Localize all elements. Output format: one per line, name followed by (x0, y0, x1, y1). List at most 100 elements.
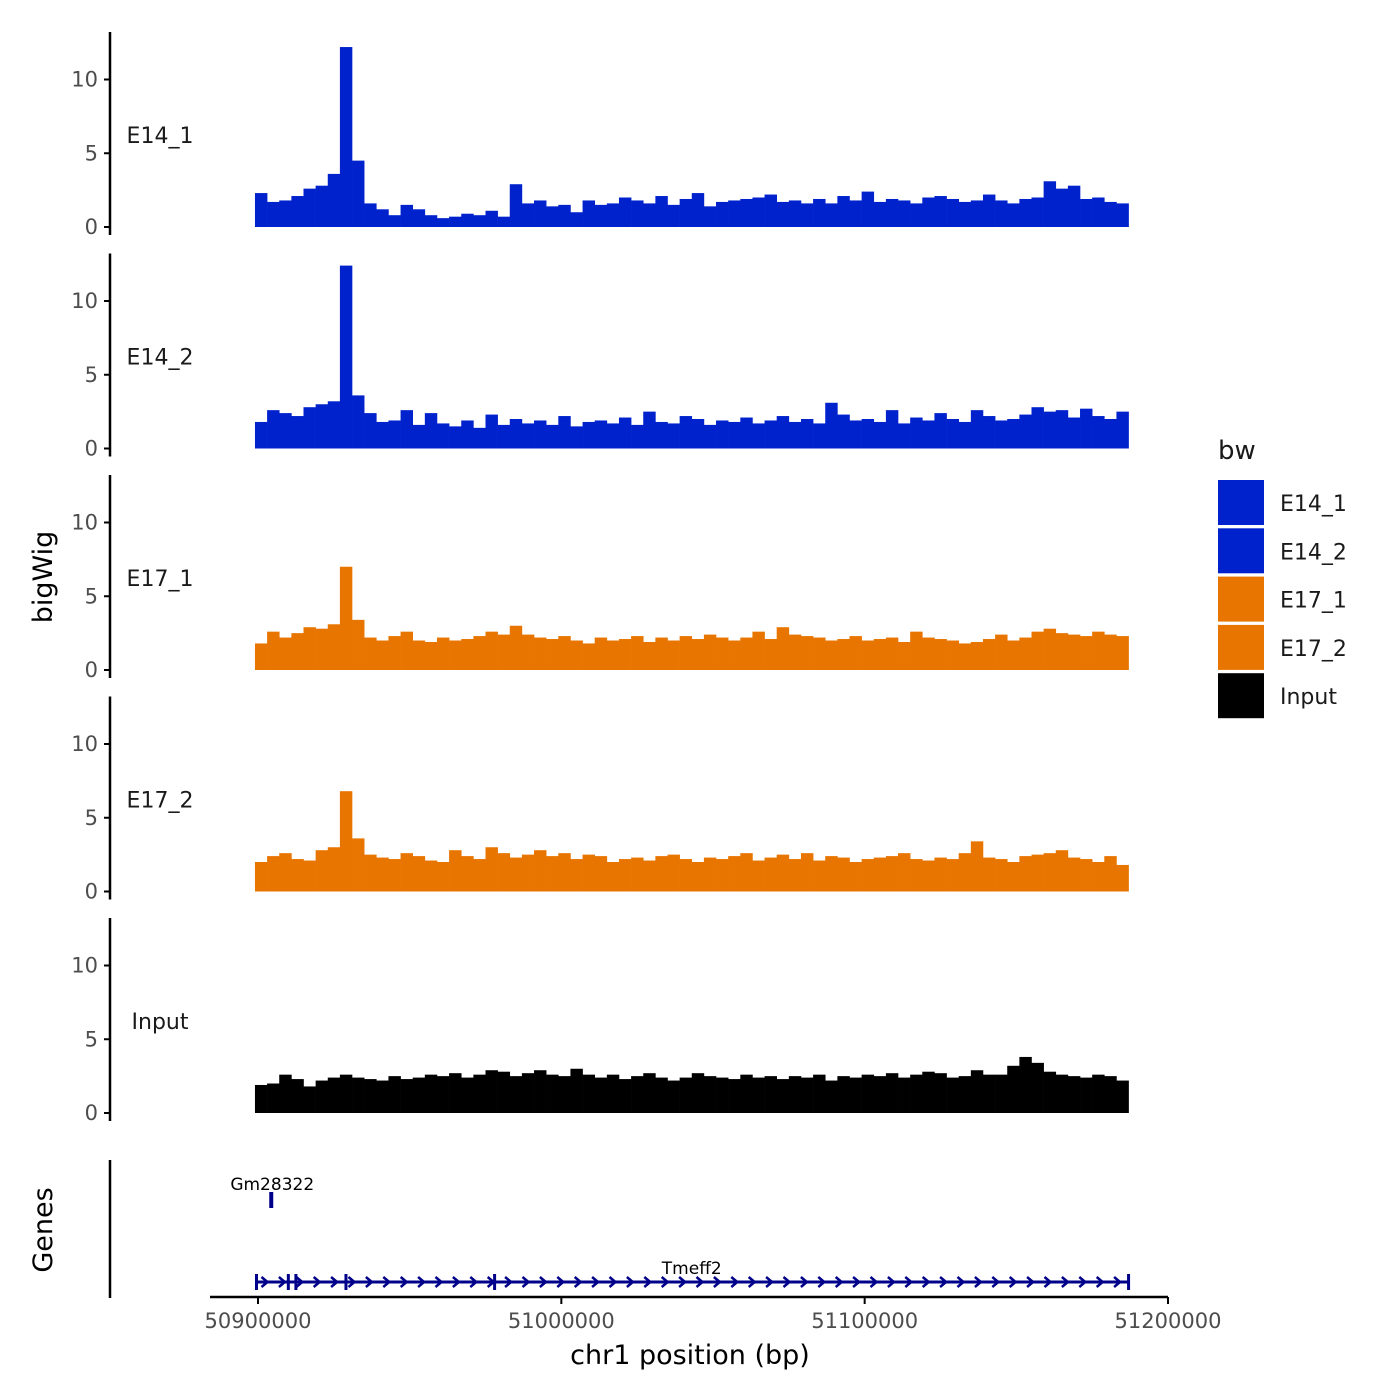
signal-bar (1019, 198, 1032, 227)
signal-bar (849, 200, 862, 227)
signal-bar (376, 1080, 389, 1113)
strand-arrow-icon (330, 1276, 340, 1288)
signal-bar (400, 1079, 413, 1113)
signal-bar (1031, 631, 1044, 670)
signal-bar (570, 640, 583, 670)
signal-bar (352, 838, 365, 892)
exon (344, 1274, 348, 1290)
signal-bar (837, 1076, 850, 1113)
track-label: E14_2 (127, 346, 194, 371)
x-tick-label: 51100000 (811, 1309, 918, 1333)
strand-arrow-icon (434, 1276, 444, 1288)
signal-bar (813, 423, 826, 449)
signal-bar (679, 1077, 693, 1113)
signal-bar (800, 419, 814, 449)
signal-bar (849, 420, 862, 449)
strand-arrow-icon (939, 1276, 949, 1288)
signal-bar (898, 200, 911, 227)
signal-bar (910, 203, 923, 227)
signal-bar (497, 634, 511, 670)
signal-bar (873, 421, 887, 449)
signal-bar (643, 641, 656, 670)
signal-bar (267, 856, 280, 892)
signal-bar (1043, 181, 1057, 227)
signal-bar (970, 1070, 984, 1113)
signal-bar (703, 424, 717, 449)
signal-bar (1104, 634, 1117, 670)
legend-swatch-Input (1218, 673, 1264, 719)
signal-bar (958, 421, 972, 449)
y-tick-label: 5 (85, 806, 98, 830)
exon (269, 1192, 274, 1208)
signal-bar (436, 218, 450, 227)
signal-bar (788, 859, 802, 892)
signal-bar (327, 401, 341, 449)
signal-bar (485, 1070, 498, 1113)
signal-bar (606, 423, 620, 449)
signal-bar (910, 859, 923, 892)
strand-arrow-icon (573, 1276, 583, 1288)
signal-bar (1031, 854, 1044, 892)
signal-bar (1031, 1062, 1044, 1113)
strand-arrow-icon (730, 1276, 740, 1288)
signal-bar (1031, 407, 1044, 449)
signal-bar (655, 196, 668, 227)
signal-bar (788, 1076, 802, 1113)
strand-arrow-icon (765, 1276, 775, 1288)
signal-bar (267, 1083, 280, 1113)
signal-bar (776, 854, 790, 892)
signal-bar (995, 1074, 1008, 1113)
signal-bar (691, 639, 705, 670)
signal-bar (521, 423, 535, 449)
y-tick-label: 10 (71, 954, 98, 978)
signal-bar (922, 860, 935, 892)
signal-bar (558, 853, 571, 892)
signal-bar (424, 413, 438, 449)
signal-bar (618, 1079, 632, 1113)
signal-bar (594, 420, 608, 449)
signal-bar (898, 853, 911, 892)
signal-bar (982, 194, 996, 227)
signal-bar (473, 1074, 486, 1113)
signal-bar (315, 1080, 329, 1113)
strand-arrow-icon (660, 1276, 670, 1288)
signal-bar (716, 1077, 729, 1113)
exon (254, 1274, 258, 1290)
signal-bar (315, 850, 329, 892)
signal-bar (776, 627, 790, 670)
strand-arrow-icon (452, 1276, 461, 1288)
signal-bar (837, 196, 850, 227)
signal-bar (1067, 857, 1081, 892)
signal-bar (1067, 417, 1081, 449)
signal-bar (327, 624, 341, 670)
signal-bar (934, 1073, 947, 1113)
signal-bar (849, 636, 862, 670)
signal-bar (436, 862, 450, 892)
legend-label: Input (1280, 685, 1337, 710)
y-tick-label: 0 (85, 658, 98, 682)
exon (286, 1274, 290, 1290)
signal-bar (1019, 1056, 1032, 1113)
signal-bar (1019, 637, 1032, 670)
signal-bar (546, 206, 559, 227)
strand-arrow-icon (365, 1276, 374, 1288)
signal-bar (861, 1074, 875, 1113)
signal-bar (898, 641, 911, 670)
signal-bar (339, 566, 353, 670)
signal-bar (1116, 203, 1129, 227)
signal-bar (703, 206, 717, 227)
track-label: E17_2 (127, 789, 194, 814)
signal-bar (449, 850, 462, 892)
signal-bar (728, 640, 741, 670)
signal-bar (910, 631, 923, 670)
signal-bar (606, 640, 620, 670)
signal-bar (691, 419, 705, 449)
signal-bar (1007, 862, 1020, 892)
signal-bar (922, 1071, 935, 1113)
y-tick-label: 0 (85, 1101, 98, 1125)
signal-bar (752, 860, 765, 892)
signal-bar (546, 1074, 559, 1113)
signal-bar (315, 185, 329, 227)
signal-bar (1104, 1076, 1117, 1113)
